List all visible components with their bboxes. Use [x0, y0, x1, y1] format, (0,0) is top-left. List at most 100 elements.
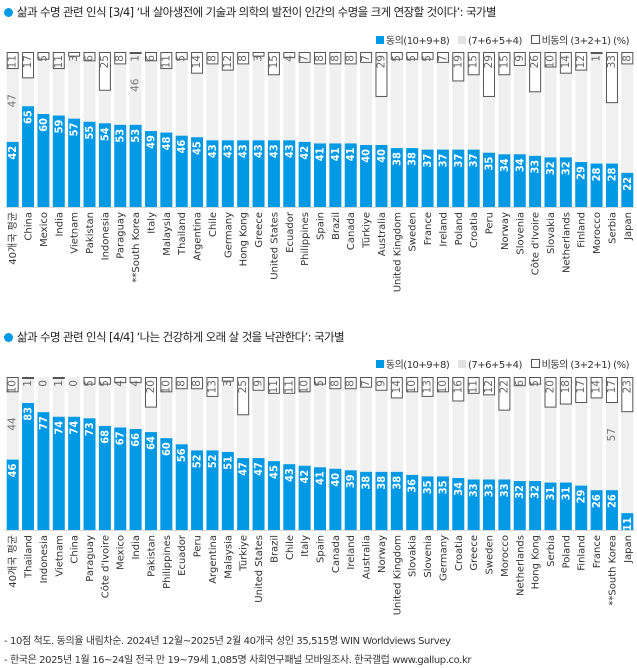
category-tick-label: Philippines: [162, 535, 173, 589]
bar-neutral: [452, 52, 465, 207]
data-label-agree: 38: [390, 476, 403, 490]
bar-agree: [191, 450, 204, 530]
bar-agree: [344, 470, 357, 530]
bar-agree: [575, 162, 588, 207]
chart2-title: 삶과 수명 관련 인식 [4/4] ‘나는 건강하게 오래 살 것을 낙관한다’…: [4, 329, 345, 345]
bar-neutral: [467, 52, 480, 207]
data-label-agree: 34: [498, 158, 511, 172]
data-label-agree: 40: [360, 149, 373, 163]
bar-disagree: [98, 52, 111, 91]
category-tick-label: Morocco: [592, 212, 603, 254]
legend-swatch-disagree: [530, 359, 540, 368]
bar-disagree: [68, 52, 81, 57]
bar-agree: [52, 416, 65, 530]
category-tick-label: Italy: [146, 212, 157, 234]
category-tick-label: Ireland: [438, 212, 449, 247]
bar-disagree: [375, 52, 388, 97]
bar-neutral: [421, 377, 434, 530]
bar-agree: [544, 157, 557, 207]
bar-agree: [37, 114, 50, 207]
bar-disagree: [98, 377, 111, 385]
bar-neutral: [237, 377, 250, 530]
data-label-agree: 40: [375, 149, 388, 163]
bar-agree: [329, 143, 342, 207]
data-label-disagree: 22: [498, 380, 510, 393]
data-label-agree: 57: [68, 123, 81, 137]
category-tick-label: 40개국 평균: [7, 535, 19, 588]
data-label-disagree: 15: [468, 55, 480, 68]
data-label-disagree: 7: [299, 55, 311, 62]
bar-agree: [329, 468, 342, 530]
bar-neutral: [513, 377, 526, 530]
data-label-disagree: 13: [422, 380, 434, 393]
category-tick-label: Sweden: [408, 212, 419, 252]
bar-agree: [283, 464, 296, 530]
data-label-disagree: 11: [468, 380, 480, 393]
bar-neutral: [206, 52, 219, 207]
bar-neutral: [252, 377, 265, 530]
data-label-agree: 59: [52, 119, 65, 133]
data-label-agree: 43: [252, 144, 265, 158]
category-tick-label: Vietnam: [54, 535, 65, 577]
bar-agree: [221, 451, 234, 530]
bar-neutral: [575, 52, 588, 207]
category-tick-label: Spain: [316, 535, 327, 563]
data-label-disagree: 14: [391, 380, 403, 394]
data-label-disagree: 16: [452, 380, 464, 394]
bar-disagree: [175, 377, 188, 390]
data-label-agree: 46: [6, 464, 19, 478]
legend-swatch-disagree: [530, 35, 540, 44]
data-label-disagree: 10: [160, 380, 172, 393]
data-label-agree: 26: [590, 494, 603, 508]
bar-agree: [498, 479, 511, 530]
category-tick-label: Mexico: [116, 535, 127, 570]
category-tick-label: Finland: [577, 212, 588, 248]
data-label-agree: 35: [483, 157, 496, 171]
category-tick-label: Hong Kong: [239, 212, 250, 266]
bar-agree: [144, 131, 157, 207]
bar-disagree: [575, 377, 588, 404]
data-label-agree: 51: [221, 456, 234, 470]
bar-disagree: [6, 52, 19, 70]
bar-disagree: [621, 377, 634, 413]
category-tick-label: Serbia: [546, 535, 557, 567]
bar-disagree: [605, 52, 618, 104]
data-label-agree: 29: [575, 490, 588, 504]
bar-agree: [144, 432, 157, 530]
category-tick-label: Poland: [454, 212, 465, 245]
data-label-disagree: 10: [437, 380, 449, 393]
data-label-disagree: 10: [406, 380, 418, 393]
bar-disagree: [267, 52, 280, 76]
bar-disagree: [237, 377, 250, 416]
category-tick-label: Chile: [208, 212, 219, 237]
bar-agree: [298, 141, 311, 207]
category-tick-label: Greece: [254, 212, 265, 248]
data-label-disagree: 5: [314, 380, 326, 387]
data-label-disagree: 12: [483, 380, 495, 393]
bar-disagree: [329, 52, 342, 65]
data-label-agree: 42: [298, 146, 311, 160]
chart1-title: 삶과 수명 관련 인식 [3/4] ‘내 살아생전에 기술과 의학의 발전이 인…: [4, 4, 497, 20]
bar-disagree: [436, 52, 449, 63]
data-label-disagree: 9: [253, 380, 265, 387]
bar-neutral: [283, 52, 296, 207]
bar-neutral: [559, 52, 572, 207]
data-label-agree: 22: [621, 177, 634, 191]
category-tick-label: **South Korea: [607, 535, 618, 606]
bar-neutral: [621, 377, 634, 530]
data-label-agree: 11: [621, 517, 634, 531]
data-label-agree: 52: [206, 454, 219, 468]
bar-disagree: [298, 377, 311, 393]
bar-neutral: [344, 52, 357, 207]
data-label-agree: 68: [98, 430, 111, 444]
data-label-disagree: 14: [191, 55, 203, 69]
data-label-agree: 34: [452, 482, 465, 496]
data-label-disagree: 8: [345, 380, 357, 387]
bar-agree: [436, 476, 449, 530]
data-label-disagree: 29: [483, 55, 495, 68]
data-label-disagree: 10: [7, 380, 19, 393]
bar-neutral: [605, 52, 618, 207]
bar-neutral: [298, 52, 311, 207]
data-label-disagree: 8: [176, 380, 188, 387]
